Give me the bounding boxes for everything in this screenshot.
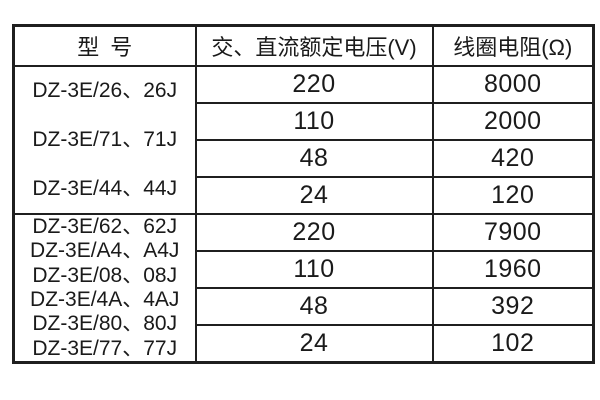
model-label: DZ-3E/08、08J	[32, 263, 178, 287]
voltage-cell: 110	[194, 249, 434, 289]
resistance-cell: 102	[431, 323, 595, 364]
header-resistance: 线圈电阻(Ω)	[431, 24, 595, 67]
voltage-cell: 48	[194, 286, 434, 326]
resistance-cell: 8000	[431, 64, 595, 104]
table-row: DZ-3E/62、62J DZ-3E/A4、A4J DZ-3E/08、08J D…	[12, 212, 595, 363]
resistance-cell: 120	[431, 175, 595, 215]
header-voltage: 交、直流额定电压(V)	[194, 24, 434, 67]
resistance-cell: 7900	[431, 212, 595, 252]
model-label: DZ-3E/A4、A4J	[30, 239, 180, 263]
model-group-2-lines: DZ-3E/62、62J DZ-3E/A4、A4J DZ-3E/08、08J D…	[16, 215, 194, 360]
model-group-cell-1: DZ-3E/26、26J DZ-3E/71、71J DZ-3E/44、44J	[12, 64, 197, 215]
table-row: 110 1960	[14, 249, 595, 289]
model-group-1-lines: DZ-3E/26、26J DZ-3E/71、71J DZ-3E/44、44J	[16, 68, 194, 212]
model-label: DZ-3E/77、77J	[32, 336, 178, 360]
model-label: DZ-3E/4A、4AJ	[30, 288, 180, 312]
model-label: DZ-3E/62、62J	[32, 215, 178, 239]
resistance-cell: 2000	[431, 101, 595, 141]
voltage-cell: 24	[194, 175, 434, 215]
table-row: 48 420	[14, 138, 595, 178]
table-row: 110 2000	[14, 101, 595, 141]
header-row: 型 号 交、直流额定电压(V) 线圈电阻(Ω)	[12, 24, 595, 67]
resistance-cell: 392	[431, 286, 595, 326]
resistance-cell: 1960	[431, 249, 595, 289]
table-row: 24 102	[14, 323, 595, 364]
relay-spec-table: 型 号 交、直流额定电压(V) 线圈电阻(Ω) DZ-3E/26、26J DZ-…	[12, 24, 595, 364]
table-row: 24 120	[14, 175, 595, 215]
voltage-cell: 220	[194, 64, 434, 104]
voltage-cell: 220	[194, 212, 434, 252]
model-label: DZ-3E/71、71J	[32, 127, 178, 151]
model-label: DZ-3E/80、80J	[32, 312, 178, 336]
resistance-cell: 420	[431, 138, 595, 178]
voltage-cell: 48	[194, 138, 434, 178]
header-model: 型 号	[12, 24, 197, 67]
voltage-cell: 110	[194, 101, 434, 141]
table-row: DZ-3E/26、26J DZ-3E/71、71J DZ-3E/44、44J 2…	[12, 64, 595, 215]
model-group-cell-2: DZ-3E/62、62J DZ-3E/A4、A4J DZ-3E/08、08J D…	[12, 212, 197, 363]
model-label: DZ-3E/44、44J	[32, 176, 178, 200]
model-label: DZ-3E/26、26J	[32, 79, 178, 103]
voltage-cell: 24	[194, 323, 434, 364]
table-row: 48 392	[14, 286, 595, 326]
